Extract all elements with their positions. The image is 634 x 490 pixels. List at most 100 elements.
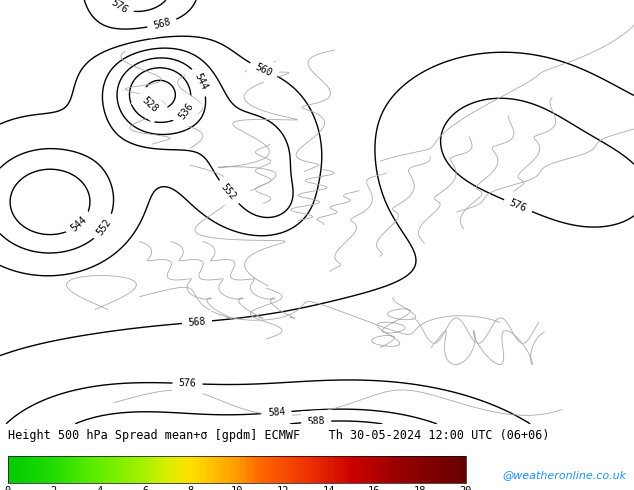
Bar — [379, 456, 381, 483]
Bar — [56, 456, 58, 483]
Bar — [448, 456, 450, 483]
Bar — [392, 456, 395, 483]
Bar — [395, 456, 398, 483]
Bar — [253, 456, 255, 483]
Bar — [374, 456, 377, 483]
Bar — [246, 456, 249, 483]
Bar — [26, 456, 29, 483]
Bar — [370, 456, 372, 483]
Bar — [342, 456, 344, 483]
Bar — [459, 456, 462, 483]
Text: 576: 576 — [508, 197, 528, 214]
Bar — [420, 456, 422, 483]
Bar — [33, 456, 35, 483]
Bar — [296, 456, 299, 483]
Text: 6: 6 — [142, 486, 148, 490]
Bar — [301, 456, 303, 483]
Bar — [49, 456, 51, 483]
Bar — [161, 456, 164, 483]
Bar — [184, 456, 186, 483]
Bar — [35, 456, 37, 483]
Bar — [399, 456, 402, 483]
Bar — [134, 456, 136, 483]
Bar — [320, 456, 321, 483]
Bar — [8, 456, 10, 483]
Text: 576: 576 — [109, 0, 129, 15]
Bar — [22, 456, 23, 483]
Bar — [429, 456, 432, 483]
Bar — [445, 456, 448, 483]
Bar — [175, 456, 178, 483]
Bar — [127, 456, 129, 483]
Bar — [209, 456, 212, 483]
Bar — [148, 456, 150, 483]
Bar — [249, 456, 250, 483]
Bar — [46, 456, 49, 483]
Text: 536: 536 — [177, 101, 195, 121]
Bar — [70, 456, 72, 483]
Bar — [314, 456, 317, 483]
Bar — [145, 456, 148, 483]
Bar — [344, 456, 347, 483]
Bar — [189, 456, 191, 483]
Bar — [129, 456, 131, 483]
Bar — [86, 456, 88, 483]
Bar — [415, 456, 418, 483]
Bar — [179, 456, 182, 483]
Bar — [63, 456, 65, 483]
Bar — [168, 456, 171, 483]
Bar — [385, 456, 388, 483]
Bar — [436, 456, 439, 483]
Bar — [94, 456, 97, 483]
Bar — [255, 456, 257, 483]
Bar — [278, 456, 280, 483]
Bar — [90, 456, 93, 483]
Bar — [152, 456, 154, 483]
Bar — [44, 456, 46, 483]
Bar — [308, 456, 310, 483]
Bar — [276, 456, 278, 483]
Bar — [434, 456, 436, 483]
Bar — [283, 456, 285, 483]
Bar — [363, 456, 365, 483]
Bar — [42, 456, 44, 483]
Bar — [164, 456, 165, 483]
Bar — [354, 456, 356, 483]
Bar — [111, 456, 113, 483]
Bar — [193, 456, 195, 483]
Bar — [83, 456, 86, 483]
Bar — [457, 456, 459, 483]
Bar — [356, 456, 358, 483]
Bar — [207, 456, 209, 483]
Bar — [422, 456, 425, 483]
Bar — [377, 456, 379, 483]
Text: Height 500 hPa Spread mean+σ [gpdm] ECMWF    Th 30-05-2024 12:00 UTC (06+06): Height 500 hPa Spread mean+σ [gpdm] ECMW… — [8, 429, 549, 442]
Text: 2: 2 — [50, 486, 56, 490]
Bar — [138, 456, 141, 483]
Bar — [349, 456, 351, 483]
Bar — [324, 456, 326, 483]
Bar — [159, 456, 161, 483]
Bar — [368, 456, 370, 483]
Bar — [79, 456, 81, 483]
Bar — [257, 456, 260, 483]
Text: 552: 552 — [95, 217, 113, 237]
Bar — [384, 456, 385, 483]
Bar — [242, 456, 243, 483]
Bar — [365, 456, 368, 483]
Bar — [221, 456, 223, 483]
Bar — [178, 456, 179, 483]
Bar — [413, 456, 415, 483]
Bar — [235, 456, 236, 483]
Bar — [237, 456, 239, 483]
Bar — [326, 456, 328, 483]
Bar — [243, 456, 246, 483]
Text: 14: 14 — [322, 486, 335, 490]
Bar — [404, 456, 406, 483]
Bar — [273, 456, 276, 483]
Bar — [452, 456, 455, 483]
Bar — [108, 456, 111, 483]
Bar — [303, 456, 306, 483]
Bar — [331, 456, 333, 483]
Bar — [122, 456, 124, 483]
